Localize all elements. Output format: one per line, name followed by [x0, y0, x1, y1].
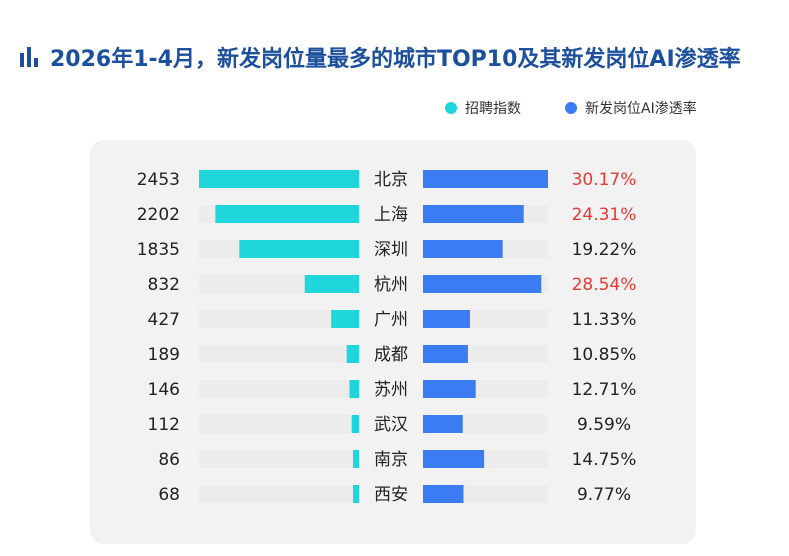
- ai-bar: [423, 240, 503, 258]
- ai-rate-label: 30.17%: [572, 170, 637, 190]
- recruit-value-label: 1835: [137, 240, 180, 260]
- ai-rate-label: 19.22%: [572, 240, 637, 260]
- city-label: 武汉: [374, 415, 408, 435]
- recruit-bar-track: [199, 415, 359, 433]
- ai-rate-label: 14.75%: [572, 450, 637, 470]
- ai-bar: [423, 415, 463, 433]
- recruit-bar: [199, 170, 359, 188]
- city-label: 深圳: [374, 240, 408, 260]
- legend: 招聘指数 新发岗位AI渗透率: [445, 98, 741, 118]
- recruit-value-label: 112: [148, 415, 180, 435]
- city-label: 西安: [374, 485, 408, 505]
- ai-bar: [423, 275, 542, 293]
- chart-svg: 2453 北京 30.17% 2202 上海 24.31% 1835 深圳 19.22% 832 杭…: [137, 170, 637, 505]
- city-label: 苏州: [374, 380, 408, 400]
- bar-chart-icon: [20, 47, 38, 67]
- recruit-bar: [351, 415, 359, 433]
- ai-rate-label: 9.77%: [577, 485, 631, 505]
- recruit-value-label: 68: [158, 485, 180, 505]
- ai-bar: [423, 345, 468, 363]
- recruit-bar-track: [199, 345, 359, 363]
- recruit-bar-track: [199, 380, 359, 398]
- legend-item-recruit: 招聘指数: [445, 98, 521, 118]
- city-label: 上海: [374, 205, 408, 225]
- chart-panel: 2453 北京 30.17% 2202 上海 24.31% 1835 深圳 19.22% 832 杭…: [90, 140, 696, 544]
- legend-item-ai: 新发岗位AI渗透率: [565, 98, 697, 118]
- ai-rate-label: 12.71%: [572, 380, 637, 400]
- recruit-value-label: 427: [148, 310, 180, 330]
- city-label: 成都: [374, 345, 408, 365]
- ai-bar: [423, 170, 548, 188]
- recruit-value-label: 832: [148, 275, 180, 295]
- recruit-bar: [215, 205, 359, 223]
- recruit-bar: [304, 275, 359, 293]
- recruit-bar-track: [199, 485, 359, 503]
- legend-label-recruit: 招聘指数: [465, 101, 521, 117]
- recruit-value-label: 146: [148, 380, 180, 400]
- recruit-bar: [349, 380, 359, 398]
- city-label: 南京: [374, 450, 408, 470]
- ai-rate-label: 9.59%: [577, 415, 631, 435]
- ai-rate-label: 11.33%: [572, 310, 637, 330]
- ai-bar: [423, 380, 476, 398]
- recruit-value-label: 2453: [137, 170, 180, 190]
- recruit-value-label: 2202: [137, 205, 180, 225]
- ai-rate-label: 28.54%: [572, 275, 637, 295]
- ai-bar: [423, 485, 464, 503]
- city-label: 杭州: [374, 275, 408, 295]
- legend-label-ai: 新发岗位AI渗透率: [585, 101, 697, 117]
- ai-bar: [423, 205, 524, 223]
- city-label: 广州: [374, 310, 408, 330]
- ai-bar: [423, 310, 470, 328]
- ai-rate-label: 24.31%: [572, 205, 637, 225]
- recruit-bar: [346, 345, 359, 363]
- recruit-bar: [353, 485, 359, 503]
- recruit-bar-track: [199, 310, 359, 328]
- legend-swatch-recruit: [445, 102, 457, 114]
- ai-bar: [423, 450, 485, 468]
- recruit-value-label: 86: [158, 450, 180, 470]
- city-label: 北京: [374, 170, 408, 190]
- ai-rate-label: 10.85%: [572, 345, 637, 365]
- title-bar: 2026年1-4月，新发岗位量最多的城市TOP10及其新发岗位AI渗透率: [20, 40, 741, 74]
- recruit-bar: [353, 450, 359, 468]
- chart-title: 2026年1-4月，新发岗位量最多的城市TOP10及其新发岗位AI渗透率: [50, 47, 741, 72]
- recruit-bar-track: [199, 450, 359, 468]
- legend-swatch-ai: [565, 102, 577, 114]
- recruit-value-label: 189: [148, 345, 180, 365]
- recruit-bar: [331, 310, 359, 328]
- recruit-bar: [239, 240, 359, 258]
